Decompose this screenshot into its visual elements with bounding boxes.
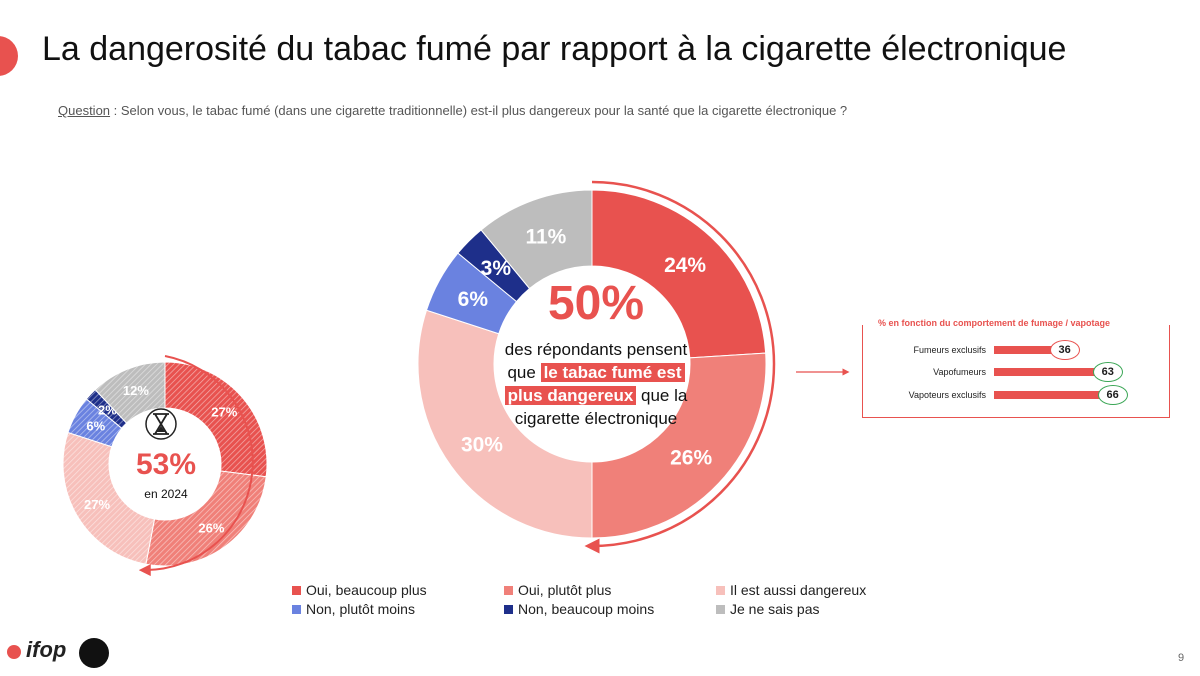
donut-label-1: 24% — [664, 254, 706, 277]
page-number: 9 — [1178, 652, 1185, 664]
donut-slice-hatch-6 — [95, 362, 165, 424]
legend-item: Il est aussi dangereux — [716, 582, 916, 598]
donut-label-5: 3% — [481, 257, 512, 280]
main-trend-arrow — [584, 180, 776, 554]
caption-highlight-1: le tabac fumé est — [540, 363, 685, 382]
breakdown-row: Fumeurs exclusifs 36 — [868, 340, 1080, 360]
question-body: : Selon vous, le tabac fumé (dans une ci… — [110, 103, 848, 118]
donut-label-2: 26% — [198, 520, 224, 535]
breakdown-value: 66 — [1097, 385, 1128, 405]
breakdown-bar — [994, 368, 1095, 376]
question-text: Question : Selon vous, le tabac fumé (da… — [58, 103, 847, 118]
breakdown-title: % en fonction du comportement de fumage … — [872, 318, 1117, 328]
legend-swatch — [716, 585, 725, 595]
breakdown-label: Vapofumeurs — [933, 367, 986, 377]
donut-slice-hatch-2 — [145, 471, 267, 566]
corner-accent-dot — [0, 36, 18, 76]
caption-line3-post: que la — [636, 386, 688, 405]
donut-label-6: 11% — [525, 225, 566, 248]
donut-label-3: 27% — [84, 497, 110, 512]
donut-label-2: 26% — [670, 446, 712, 469]
donut-slice-hatch-3 — [62, 432, 155, 565]
legend-swatch — [292, 604, 301, 614]
donut-slice-hatch-5 — [86, 389, 127, 429]
caption-line1: des répondants pensent — [504, 340, 688, 359]
legend-label: Il est aussi dangereux — [730, 582, 867, 598]
partner-logo-icon — [79, 638, 109, 668]
main-donut-chart: 24% 26% 30% 6% 3% 11% — [417, 189, 767, 539]
legend-label: Je ne sais pas — [730, 601, 820, 617]
breakdown-row: Vapofumeurs 63 — [868, 362, 1123, 382]
caption-highlight-2: plus dangereux — [504, 386, 637, 405]
breakdown-value: 63 — [1092, 362, 1123, 382]
donut-label-3: 30% — [461, 433, 503, 456]
legend-item: Non, plutôt moins — [292, 601, 504, 617]
donut-slice-2 — [591, 352, 767, 539]
question-label: Question — [58, 103, 111, 118]
donut-label-6: 12% — [123, 383, 149, 398]
hourglass-icon — [145, 408, 177, 440]
breakdown-bar — [994, 391, 1100, 399]
legend-label: Oui, plutôt plus — [518, 582, 612, 598]
caption-line4: cigarette électronique — [514, 409, 678, 428]
breakdown-row: Vapoteurs exclusifs 66 — [868, 385, 1128, 405]
breakdown-label: Fumeurs exclusifs — [913, 345, 986, 355]
donut-slice-1 — [591, 189, 767, 359]
chart-legend: Oui, beaucoup plus Oui, plutôt plus Il est… — [292, 582, 916, 617]
breakdown-box — [862, 325, 1170, 418]
donut-slice-6 — [480, 189, 593, 290]
donut-slice-hatch-1 — [165, 362, 267, 477]
legend-swatch — [504, 585, 513, 595]
breakdown-bar — [994, 346, 1052, 354]
main-center-percent: 50% — [547, 277, 645, 330]
small-trend-arrow — [138, 355, 254, 577]
legend-label: Non, beaucoup moins — [518, 601, 655, 617]
legend-swatch — [292, 585, 301, 595]
ifop-logo: ifop — [6, 637, 66, 663]
breakdown-value: 36 — [1049, 340, 1080, 360]
legend-label: Oui, beaucoup plus — [306, 582, 427, 598]
small-center-percent: 53% — [135, 448, 197, 481]
donut-slice-hatch-4 — [67, 398, 122, 447]
ifop-logo-dot — [7, 645, 21, 659]
ifop-logo-text: ifop — [26, 637, 67, 662]
legend-label: Non, plutôt moins — [306, 601, 415, 617]
legend-item: Oui, beaucoup plus — [292, 582, 504, 598]
donut-label-4: 6% — [458, 288, 489, 311]
donut-label-1: 27% — [211, 404, 237, 419]
small-donut-chart-2024: 27%26%27%6%2%12% — [62, 361, 268, 567]
legend-item: Oui, plutôt plus — [504, 582, 716, 598]
caption-line2-pre: que — [507, 363, 541, 382]
legend-swatch — [716, 604, 725, 614]
donut-label-4: 6% — [86, 418, 105, 433]
legend-item: Non, beaucoup moins — [504, 601, 716, 617]
main-center-caption: des répondants pensent que le tabac fumé… — [476, 338, 716, 430]
small-center-year: en 2024 — [144, 487, 188, 501]
legend-swatch — [504, 604, 513, 614]
page-title: La dangerosité du tabac fumé par rapport… — [42, 30, 1067, 68]
legend-item: Je ne sais pas — [716, 601, 916, 617]
breakdown-label: Vapoteurs exclusifs — [908, 390, 986, 400]
donut-slice-3 — [417, 309, 593, 539]
